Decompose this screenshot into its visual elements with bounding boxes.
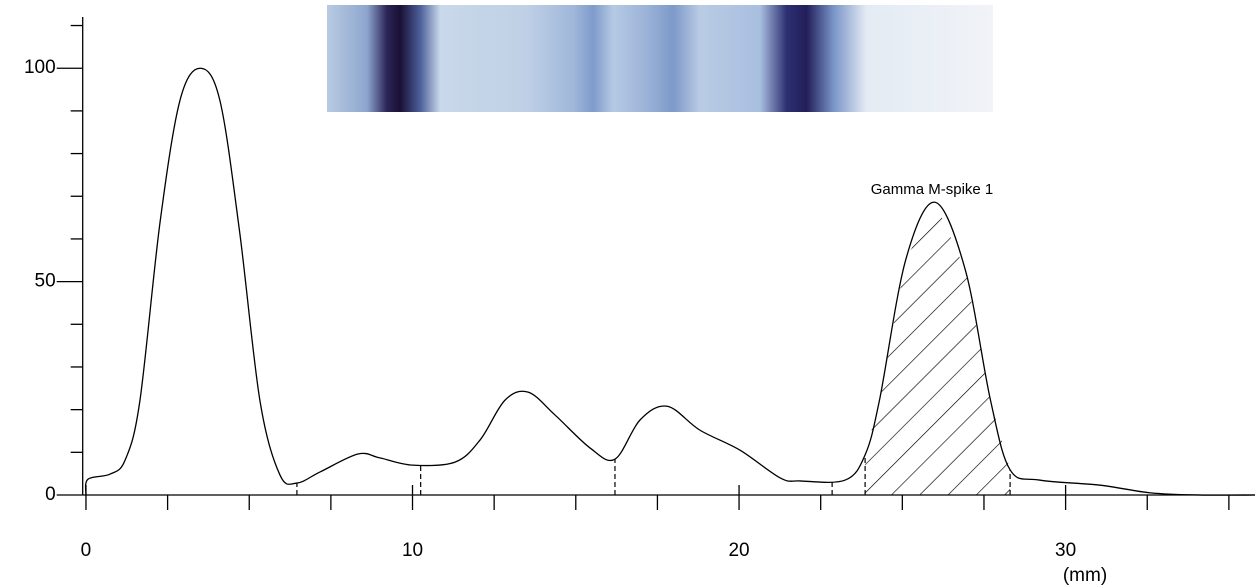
gel-image <box>327 5 993 112</box>
y-tick-label: 100 <box>24 57 56 78</box>
x-tick-label: 0 <box>81 540 92 561</box>
y-tick-label: 50 <box>35 271 56 292</box>
density-curve <box>84 67 1255 496</box>
x-tick-label: 20 <box>728 540 749 561</box>
x-tick-label: 30 <box>1055 540 1076 561</box>
y-tick-label: 0 <box>45 484 56 505</box>
x-tick-label: 10 <box>402 540 423 561</box>
annotation: Gamma M-spike 1 <box>871 181 994 198</box>
spike-area <box>865 202 1011 495</box>
x-unit-label: (mm) <box>1063 565 1107 586</box>
